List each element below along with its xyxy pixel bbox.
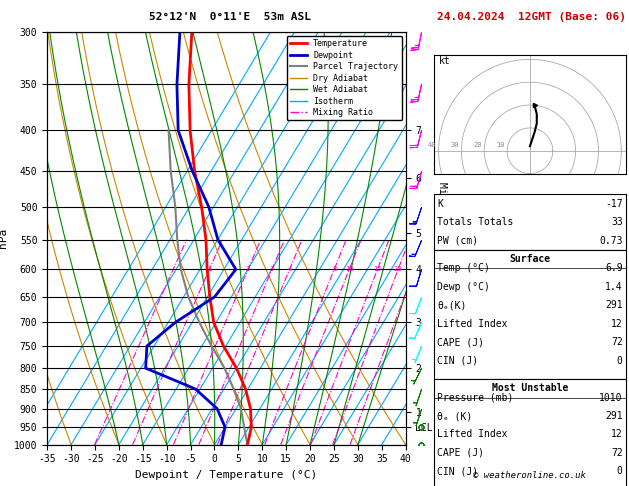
Text: Temp (°C): Temp (°C) xyxy=(437,263,490,273)
Text: 20: 20 xyxy=(474,142,482,148)
Text: 0: 0 xyxy=(617,356,623,365)
Text: CAPE (J): CAPE (J) xyxy=(437,337,484,347)
Text: 1: 1 xyxy=(207,266,211,273)
Text: 2: 2 xyxy=(246,266,250,273)
Text: Dewp (°C): Dewp (°C) xyxy=(437,282,490,292)
Text: K: K xyxy=(437,199,443,208)
Text: 3: 3 xyxy=(270,266,274,273)
Text: 10: 10 xyxy=(496,142,505,148)
Text: 20: 20 xyxy=(394,266,403,273)
Text: 0: 0 xyxy=(617,467,623,476)
Text: Most Unstable: Most Unstable xyxy=(492,383,568,393)
Text: 40: 40 xyxy=(428,142,437,148)
Text: -17: -17 xyxy=(605,199,623,208)
Text: Lifted Index: Lifted Index xyxy=(437,319,508,329)
Text: 72: 72 xyxy=(611,448,623,458)
Text: θₑ (K): θₑ (K) xyxy=(437,411,472,421)
Text: Pressure (mb): Pressure (mb) xyxy=(437,393,513,402)
Text: CAPE (J): CAPE (J) xyxy=(437,448,484,458)
X-axis label: Dewpoint / Temperature (°C): Dewpoint / Temperature (°C) xyxy=(135,470,318,480)
Text: 12: 12 xyxy=(611,430,623,439)
Text: 72: 72 xyxy=(611,337,623,347)
Text: CIN (J): CIN (J) xyxy=(437,467,478,476)
Text: CIN (J): CIN (J) xyxy=(437,356,478,365)
Text: 8: 8 xyxy=(332,266,337,273)
Text: 30: 30 xyxy=(450,142,459,148)
Text: 52°12'N  0°11'E  53m ASL: 52°12'N 0°11'E 53m ASL xyxy=(148,12,311,22)
Text: 12: 12 xyxy=(611,319,623,329)
Text: 6.9: 6.9 xyxy=(605,263,623,273)
Text: Surface: Surface xyxy=(509,254,550,264)
Legend: Temperature, Dewpoint, Parcel Trajectory, Dry Adiabat, Wet Adiabat, Isotherm, Mi: Temperature, Dewpoint, Parcel Trajectory… xyxy=(287,36,401,121)
Text: 15: 15 xyxy=(373,266,382,273)
Text: 10: 10 xyxy=(345,266,353,273)
Text: © weatheronline.co.uk: © weatheronline.co.uk xyxy=(474,471,586,480)
Text: 1.4: 1.4 xyxy=(605,282,623,292)
Text: PW (cm): PW (cm) xyxy=(437,236,478,245)
Text: 24.04.2024  12GMT (Base: 06): 24.04.2024 12GMT (Base: 06) xyxy=(437,12,626,22)
Y-axis label: Mixing Ratio (g/kg): Mixing Ratio (g/kg) xyxy=(437,182,447,294)
Text: 0.73: 0.73 xyxy=(599,236,623,245)
Text: Totals Totals: Totals Totals xyxy=(437,217,513,227)
Text: 291: 291 xyxy=(605,300,623,310)
Text: 1010: 1010 xyxy=(599,393,623,402)
Text: 4: 4 xyxy=(287,266,292,273)
Text: Lifted Index: Lifted Index xyxy=(437,430,508,439)
Text: 291: 291 xyxy=(605,411,623,421)
Text: 33: 33 xyxy=(611,217,623,227)
Y-axis label: hPa: hPa xyxy=(0,228,8,248)
Text: kt: kt xyxy=(438,56,450,66)
Text: θₑ(K): θₑ(K) xyxy=(437,300,467,310)
